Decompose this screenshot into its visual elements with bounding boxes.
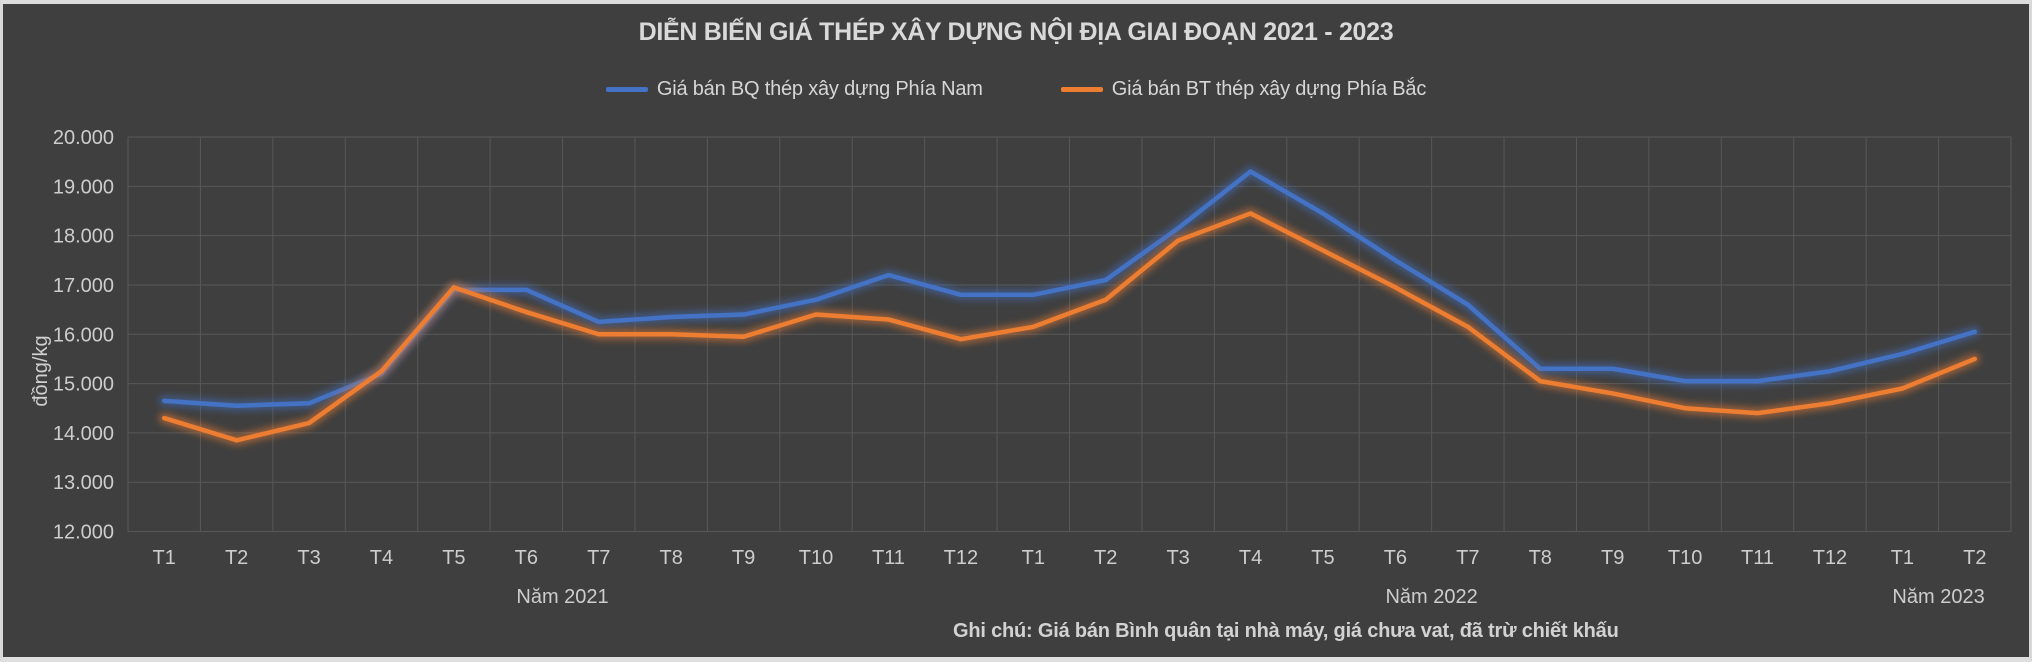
y-tick-label: 20.000	[53, 127, 114, 149]
legend-label-north: Giá bán BT thép xây dựng Phía Bắc	[1111, 78, 1427, 100]
legend-line-swatch-blue	[605, 87, 648, 92]
x-tick-label: T5	[1311, 547, 1334, 569]
x-tick-label: T2	[225, 547, 248, 569]
price-line-chart: 20.000 19.000 18.000 17.000 16.000 15.000 14.0…	[30, 127, 2012, 608]
x-tick-label: T2	[1963, 547, 1986, 569]
x-group-label: Năm 2021	[516, 586, 608, 608]
legend-item-north: Giá bán BT thép xây dựng Phía Bắc	[1060, 78, 1427, 101]
x-tick-label: T11	[1741, 547, 1774, 569]
chart-title: DIỄN BIẾN GIÁ THÉP XÂY DỰNG NỘI ĐỊA GIAI…	[638, 18, 1394, 46]
series-line	[161, 211, 1978, 443]
x-tick-label: T4	[370, 547, 393, 569]
legend: Giá bán BQ thép xây dựng Phía Nam Giá bá…	[3, 78, 2029, 101]
legend-line-swatch-orange	[1060, 87, 1103, 92]
x-tick-label: T7	[587, 547, 610, 569]
y-tick-label: 16.000	[53, 324, 114, 346]
x-tick-label: T12	[1813, 547, 1847, 569]
footnote: Ghi chú: Giá bán Bình quân tại nhà máy, …	[953, 620, 1619, 642]
x-tick-label: T2	[1094, 547, 1117, 569]
y-tick-label: 18.000	[53, 226, 114, 248]
series-lines	[158, 166, 1981, 446]
y-tick-label: 15.000	[53, 374, 114, 396]
x-tick-label: T6	[1384, 547, 1407, 569]
x-tick-label: T3	[1166, 547, 1189, 569]
y-tick-label: 19.000	[53, 176, 114, 198]
x-group-label: Năm 2023	[1892, 586, 1984, 608]
x-tick-label: T11	[872, 547, 905, 569]
x-group-label: Năm 2022	[1385, 586, 1477, 608]
x-tick-label: T3	[297, 547, 320, 569]
x-tick-label: T10	[799, 547, 833, 569]
x-tick-label: T12	[944, 547, 978, 569]
x-tick-label: T6	[515, 547, 538, 569]
x-tick-label: T1	[1891, 547, 1914, 569]
x-tick-label: T1	[153, 547, 176, 569]
y-axis-title: đồng/kg	[30, 335, 52, 406]
y-tick-label: 17.000	[53, 275, 114, 297]
x-tick-label: T9	[732, 547, 755, 569]
x-tick-label: T7	[1456, 547, 1479, 569]
y-tick-label: 12.000	[53, 522, 114, 544]
x-tick-label: T4	[1239, 547, 1262, 569]
x-tick-label: T9	[1601, 547, 1624, 569]
axis-labels: 20.000 19.000 18.000 17.000 16.000 15.000 14.0…	[53, 127, 1987, 608]
x-tick-label: T10	[1668, 547, 1702, 569]
y-tick-label: 14.000	[53, 423, 114, 445]
y-tick-label: 13.000	[53, 472, 114, 494]
x-tick-label: T8	[1529, 547, 1552, 569]
x-tick-label: T8	[660, 547, 683, 569]
x-tick-label: T1	[1022, 547, 1045, 569]
legend-item-south: Giá bán BQ thép xây dựng Phía Nam	[605, 78, 983, 101]
x-tick-label: T5	[442, 547, 465, 569]
legend-label-south: Giá bán BQ thép xây dựng Phía Nam	[656, 78, 983, 100]
